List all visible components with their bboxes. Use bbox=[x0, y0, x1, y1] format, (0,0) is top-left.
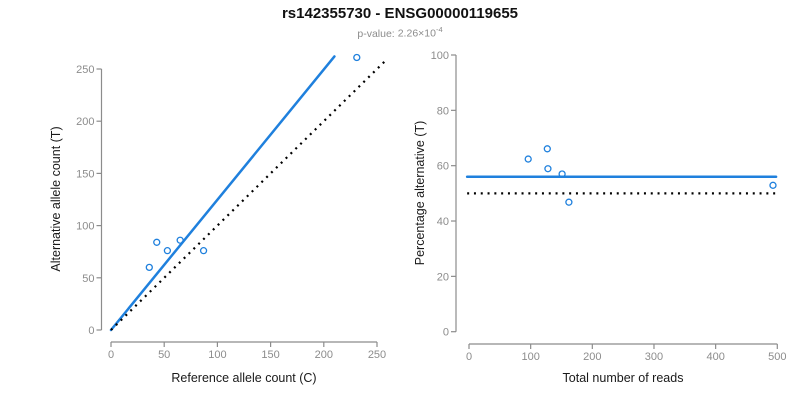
data-point bbox=[353, 53, 361, 62]
y-axis: 0 20 40 60 80 100 bbox=[431, 50, 457, 339]
p-value-exponent: -4 bbox=[435, 25, 443, 34]
data-point bbox=[769, 181, 777, 189]
y-tick-label: 0 bbox=[443, 327, 449, 339]
y-tick-label: 100 bbox=[76, 221, 94, 233]
x-tick-label: 200 bbox=[583, 351, 601, 363]
x-tick-label: 0 bbox=[466, 351, 472, 363]
x-tick-label: 100 bbox=[208, 349, 226, 361]
y-tick-label: 100 bbox=[431, 50, 449, 62]
data-point bbox=[544, 165, 552, 173]
data-point bbox=[153, 238, 161, 246]
y-axis: 0 50 100 150 200 250 bbox=[76, 64, 103, 337]
identity-line bbox=[110, 58, 388, 331]
x-tick-label: 300 bbox=[645, 351, 663, 363]
y-tick-label: 80 bbox=[437, 105, 449, 117]
x-tick-label: 150 bbox=[261, 349, 279, 361]
y-tick-label: 60 bbox=[437, 161, 449, 173]
p-value-label: p-value: bbox=[357, 27, 395, 40]
figure-subtitle: p-value: 2.26×10-4 bbox=[0, 25, 800, 40]
p-value-mantissa: 2.26×10 bbox=[397, 27, 436, 40]
x-tick-label: 400 bbox=[706, 351, 724, 363]
x-tick-label: 500 bbox=[768, 351, 786, 363]
x-axis: 0 50 100 150 200 250 bbox=[108, 341, 386, 361]
x-axis: 0 100 200 300 400 500 bbox=[466, 343, 786, 363]
x-tick-label: 50 bbox=[158, 349, 170, 361]
data-point bbox=[558, 170, 566, 178]
data-point bbox=[163, 247, 172, 255]
allele-count-plot: 0 50 100 150 200 250 0 50 100 150 200 250 bbox=[76, 53, 388, 361]
data-point bbox=[565, 198, 573, 206]
data-point bbox=[176, 236, 184, 244]
x-tick-label: 0 bbox=[108, 349, 114, 361]
y-tick-label: 0 bbox=[88, 325, 94, 337]
x-tick-label: 250 bbox=[368, 349, 386, 361]
data-point bbox=[199, 247, 208, 255]
right-plot-ylabel: Percentage alternative (T) bbox=[413, 120, 427, 266]
data-point bbox=[145, 263, 153, 272]
left-plot-xlabel: Reference allele count (C) bbox=[171, 371, 317, 385]
y-tick-label: 50 bbox=[82, 273, 94, 285]
percentage-plot: 0 20 40 60 80 100 0 100 200 300 400 500 bbox=[431, 50, 787, 363]
y-tick-label: 20 bbox=[437, 271, 449, 283]
data-point bbox=[543, 145, 551, 153]
data-point bbox=[524, 155, 532, 163]
y-tick-label: 40 bbox=[437, 216, 449, 228]
y-tick-label: 250 bbox=[76, 64, 94, 76]
y-tick-label: 200 bbox=[76, 116, 94, 128]
right-plot-xlabel: Total number of reads bbox=[562, 371, 684, 385]
x-tick-label: 100 bbox=[521, 351, 539, 363]
figure-title: rs142355730 - ENSG00000119655 bbox=[281, 5, 519, 22]
left-plot-ylabel: Alternative allele count (T) bbox=[49, 126, 63, 272]
y-tick-label: 150 bbox=[76, 168, 94, 180]
fit-line bbox=[109, 55, 336, 332]
x-tick-label: 200 bbox=[315, 349, 333, 361]
